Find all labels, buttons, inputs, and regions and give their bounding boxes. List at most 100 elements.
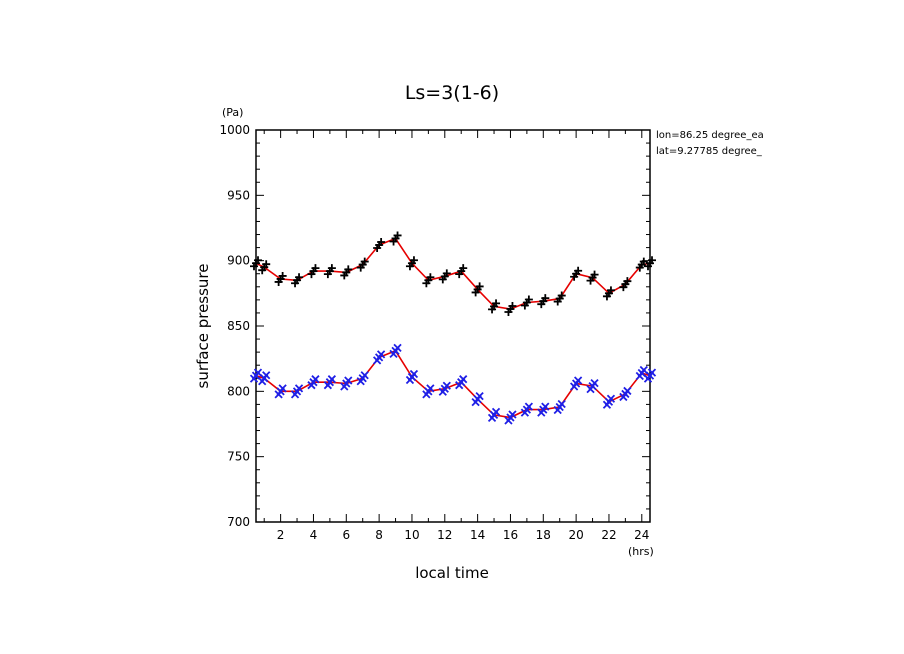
cross-marker — [356, 377, 365, 386]
plus-marker — [639, 257, 648, 266]
cross-marker — [491, 407, 501, 416]
plus-marker — [327, 264, 336, 273]
plus-marker — [295, 273, 304, 282]
plus-marker — [553, 297, 562, 306]
plus-marker — [455, 270, 464, 279]
x-tick-label: 14 — [470, 528, 485, 542]
plus-marker — [307, 270, 316, 279]
cross-marker — [393, 343, 402, 352]
cross-marker — [619, 392, 628, 402]
plus-marker — [459, 264, 468, 273]
cross-marker — [508, 410, 517, 419]
cross-marker — [323, 381, 333, 390]
plus-marker — [623, 277, 632, 286]
cross-marker — [553, 405, 562, 415]
cross-marker — [274, 390, 283, 399]
cross-marker — [569, 382, 579, 391]
x-axis-label: local time — [415, 564, 489, 582]
plus-marker — [648, 256, 656, 265]
cross-marker — [294, 384, 304, 393]
plus-marker — [377, 237, 386, 246]
cross-marker — [262, 371, 271, 380]
y-tick-label: 700 — [227, 515, 250, 529]
plus-marker — [606, 286, 615, 295]
plus-marker — [291, 279, 300, 288]
cross-marker — [372, 356, 382, 365]
plus-marker — [250, 262, 258, 271]
plus-marker — [537, 300, 546, 309]
plot-frame — [255, 129, 651, 523]
plus-marker — [602, 292, 611, 301]
plus-marker — [557, 291, 566, 300]
plus-marker — [520, 301, 529, 310]
cross-marker — [327, 375, 337, 384]
cross-marker — [405, 375, 415, 385]
cross-marker — [504, 416, 513, 425]
plus-marker — [393, 231, 402, 240]
plus-marker — [586, 276, 595, 285]
cross-marker — [389, 349, 398, 358]
cross-marker — [340, 382, 349, 391]
cross-marker — [438, 387, 447, 396]
plus-marker — [426, 273, 435, 282]
x-unit-label: (hrs) — [628, 545, 654, 558]
plus-marker — [475, 282, 484, 291]
x-tick-label: 6 — [342, 528, 350, 542]
plus-marker — [541, 294, 550, 303]
y-tick-label: 950 — [227, 188, 250, 202]
cross-marker — [639, 365, 648, 375]
plus-marker — [438, 275, 447, 284]
plus-marker — [619, 283, 628, 292]
cross-marker — [344, 376, 353, 385]
plus-marker — [471, 288, 480, 297]
y-tick-label: 750 — [227, 450, 250, 464]
plus-marker — [644, 262, 652, 271]
cross-marker — [557, 399, 566, 409]
cross-marker — [376, 350, 386, 359]
y-unit-label: (Pa) — [222, 106, 243, 119]
cross-marker — [307, 381, 316, 390]
plus-marker — [508, 302, 517, 311]
annotation-lon: lon=86.25 degree_ea — [656, 130, 764, 141]
plus-marker — [504, 308, 513, 317]
plus-marker — [492, 299, 501, 308]
plus-marker — [373, 243, 382, 252]
cross-marker — [290, 390, 300, 399]
x-tick-label: 18 — [536, 528, 551, 542]
x-tick-label: 12 — [437, 528, 452, 542]
x-tick-label: 22 — [601, 528, 616, 542]
plus-marker — [570, 272, 579, 281]
x-tick-label: 16 — [503, 528, 518, 542]
plus-marker — [254, 256, 262, 265]
cross-marker — [524, 402, 534, 411]
plus-marker — [422, 279, 431, 288]
plus-marker — [262, 260, 271, 269]
y-axis-label: surface pressure — [194, 264, 212, 389]
cross-marker — [590, 378, 599, 388]
cross-marker — [258, 377, 267, 386]
plus-marker — [590, 270, 599, 279]
plus-marker — [340, 271, 349, 280]
x-tick-label: 4 — [310, 528, 318, 542]
cross-marker — [623, 386, 632, 396]
cross-marker — [249, 374, 259, 383]
cross-marker — [647, 368, 657, 377]
annotation-lat: lat=9.27785 degree_ — [656, 146, 763, 157]
cross-marker — [537, 408, 546, 417]
cross-marker — [278, 384, 287, 393]
plus-marker — [356, 263, 365, 272]
cross-marker — [487, 413, 497, 422]
plus-marker — [442, 269, 451, 278]
x-tick-label: 8 — [375, 528, 383, 542]
y-tick-label: 900 — [227, 254, 250, 268]
cross-marker — [573, 376, 583, 385]
x-tick-label: 2 — [277, 528, 285, 542]
plus-marker — [323, 270, 332, 279]
chart-title: Ls=3(1-6) — [405, 82, 499, 104]
cross-marker — [635, 371, 644, 381]
plus-marker — [524, 295, 533, 304]
cross-marker — [471, 398, 480, 407]
cross-marker — [422, 390, 431, 399]
cross-marker — [455, 381, 464, 390]
